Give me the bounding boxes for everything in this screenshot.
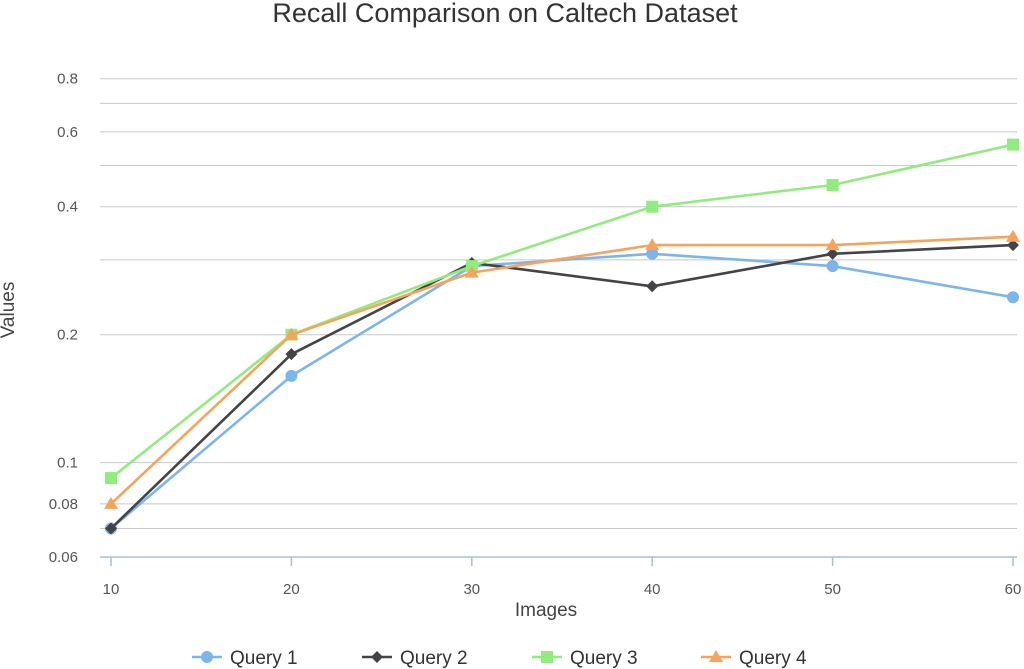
- series-layer: [104, 138, 1020, 535]
- legend-item[interactable]: Query 1: [192, 648, 298, 669]
- data-point: [104, 496, 118, 509]
- data-point: [646, 200, 659, 213]
- data-point: [1007, 138, 1019, 151]
- legend-item[interactable]: Query 4: [701, 648, 807, 669]
- legend-item[interactable]: Query 3: [532, 648, 638, 669]
- data-point: [646, 247, 659, 260]
- legend-marker: [541, 651, 553, 663]
- y-tick-label: 0.08: [49, 496, 78, 513]
- legend-item[interactable]: Query 2: [362, 648, 468, 669]
- gridlines: [100, 78, 1017, 530]
- series-2: [105, 239, 1019, 535]
- legend-marker: [201, 651, 213, 663]
- data-point: [284, 327, 299, 340]
- y-tick-label: 0.8: [57, 71, 78, 88]
- data-point: [646, 280, 659, 293]
- data-point: [464, 265, 479, 278]
- data-point: [105, 522, 117, 535]
- data-point: [826, 260, 839, 273]
- y-tick-label: 0.1: [57, 455, 78, 472]
- x-tick-label: 20: [283, 581, 300, 598]
- y-tick-label: 0.4: [57, 199, 78, 216]
- x-tick-label: 50: [824, 581, 841, 598]
- data-point: [285, 348, 298, 361]
- legend-marker: [709, 650, 723, 662]
- series-line: [110, 243, 1014, 530]
- legend: Query 1 Query 2 Query 3 Query 4: [192, 648, 807, 669]
- series-line: [110, 235, 1014, 505]
- legend-label: Query 1: [230, 648, 298, 669]
- legend-label: Query 3: [570, 648, 638, 669]
- series-line: [110, 252, 1014, 530]
- data-point: [1007, 239, 1019, 252]
- data-point: [825, 238, 840, 251]
- data-point: [1007, 291, 1019, 304]
- legend-label: Query 2: [400, 648, 468, 669]
- y-tick-label: 0.6: [57, 124, 78, 141]
- legend-marker: [371, 651, 383, 663]
- x-tick-label: 60: [1005, 581, 1022, 598]
- y-tick-label: 0.06: [49, 549, 78, 566]
- data-point: [285, 369, 298, 382]
- data-point: [645, 238, 660, 251]
- legend-label: Query 4: [739, 648, 807, 669]
- x-axis-title: Images: [515, 600, 577, 621]
- series-4: [104, 229, 1020, 509]
- data-point: [105, 472, 117, 485]
- data-point: [826, 178, 839, 191]
- series-3: [105, 138, 1019, 485]
- x-tick-label: 10: [103, 581, 120, 598]
- data-point: [826, 247, 839, 260]
- x-axis-ticks: 10 20 30 40 50 60: [103, 557, 1022, 598]
- y-axis-title: Values: [0, 282, 19, 339]
- x-tick-label: 40: [644, 581, 661, 598]
- y-axis-ticks: 0.06 0.08 0.1 0.2 0.4 0.6 0.8: [49, 71, 78, 566]
- series-1: [105, 247, 1019, 535]
- data-point: [1006, 229, 1020, 242]
- x-tick-label: 30: [463, 581, 480, 598]
- chart-title: Recall Comparison on Caltech Dataset: [272, 0, 738, 28]
- series-line: [110, 143, 1014, 480]
- y-tick-label: 0.2: [57, 327, 78, 344]
